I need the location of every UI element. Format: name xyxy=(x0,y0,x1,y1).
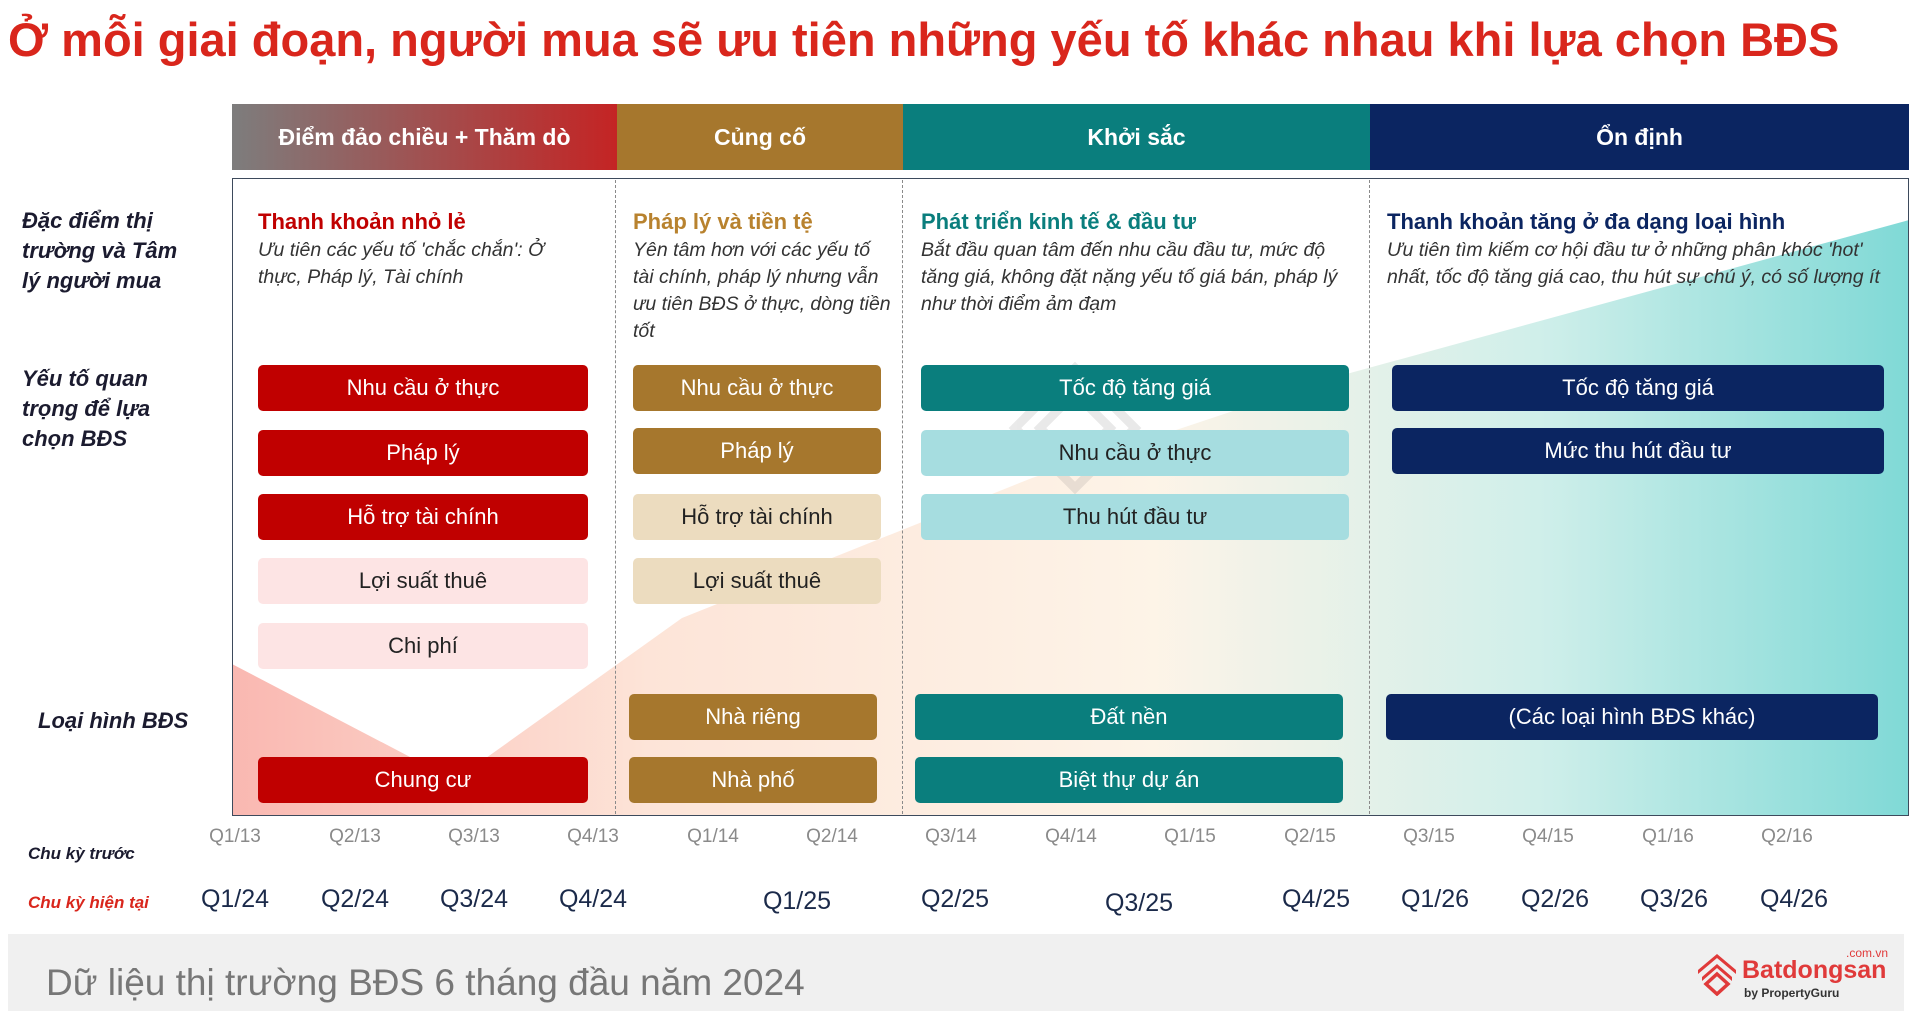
phase-stable: Ổn định xyxy=(1370,104,1909,170)
batdongsan-logo: .com.vn Batdongsan by PropertyGuru xyxy=(1694,946,1904,1002)
factor-pill: Nhu cầu ở thực xyxy=(633,365,881,411)
current-tick: Q3/25 xyxy=(1104,889,1174,917)
current-tick: Q1/26 xyxy=(1400,885,1470,913)
prev-tick: Q3/13 xyxy=(448,826,500,847)
phase-label: Ổn định xyxy=(1596,123,1683,150)
phase-label: Củng cố xyxy=(714,123,806,150)
factor-pill: Nhu cầu ở thực xyxy=(921,430,1349,476)
row-label-property-type: Loại hình BĐS xyxy=(38,708,189,733)
factor-pill: Pháp lý xyxy=(258,430,588,476)
logo-subtitle: by PropertyGuru xyxy=(1744,986,1840,1000)
factor-pill: Thu hút đầu tư xyxy=(921,494,1349,540)
row-label-market: Đặc điểm thị trường và Tâm lý người mua xyxy=(22,208,178,293)
stage-description: Bắt đầu quan tâm đến nhu cầu đầu tư, mức… xyxy=(921,239,1338,315)
footer-band xyxy=(8,934,1904,1011)
row-label-factors: Yếu tố quan trọng để lựa chọn BĐS xyxy=(22,366,151,451)
stage-divider xyxy=(902,180,903,814)
prev-tick: Q2/14 xyxy=(806,826,858,847)
current-tick: Q2/26 xyxy=(1520,885,1590,913)
footer-source-text: Dữ liệu thị trường BĐS 6 tháng đầu năm 2… xyxy=(46,962,805,1003)
current-tick: Q4/25 xyxy=(1281,885,1351,913)
logo-domain: .com.vn xyxy=(1846,946,1889,960)
factor-pill: Chi phí xyxy=(258,623,588,669)
stage-heading: Thanh khoản nhỏ lẻ xyxy=(258,209,466,234)
current-tick: Q3/24 xyxy=(439,885,509,913)
prev-tick: Q4/13 xyxy=(567,826,619,847)
factor-pill: Tốc độ tăng giá xyxy=(1392,365,1884,411)
phase-consolidation: Củng cố xyxy=(617,104,903,170)
current-tick: Q1/25 xyxy=(762,887,832,915)
current-tick: Q3/26 xyxy=(1639,885,1709,913)
property-type-pill: Chung cư xyxy=(258,757,588,803)
prev-tick: Q2/16 xyxy=(1761,826,1813,847)
property-type-pill: Đất nền xyxy=(915,694,1343,740)
phase-label: Điểm đảo chiều + Thăm dò xyxy=(278,123,571,150)
prev-tick: Q1/15 xyxy=(1164,826,1216,847)
current-tick: Q2/25 xyxy=(920,885,990,913)
current-tick: Q4/26 xyxy=(1759,885,1829,913)
stage-description: Ưu tiên các yếu tố 'chắc chắn': Ở thực, … xyxy=(258,239,544,288)
factor-pill: Lợi suất thuê xyxy=(633,558,881,604)
property-type-pill: Nhà riêng xyxy=(629,694,877,740)
stage-heading: Thanh khoản tăng ở đa dạng loại hình xyxy=(1387,209,1786,234)
logo-house-icon xyxy=(1698,954,1736,996)
stage-divider xyxy=(1369,180,1370,814)
prev-tick: Q2/13 xyxy=(329,826,381,847)
current-tick: Q4/24 xyxy=(558,885,628,913)
property-type-pill: Nhà phố xyxy=(629,757,877,803)
prev-tick: Q4/15 xyxy=(1522,826,1574,847)
stages-frame xyxy=(232,178,1909,816)
prev-tick: Q2/15 xyxy=(1284,826,1336,847)
stage-heading: Phát triển kinh tế & đầu tư xyxy=(921,209,1197,234)
prev-tick: Q1/14 xyxy=(687,826,739,847)
factor-pill: Hỗ trợ tài chính xyxy=(633,494,881,540)
property-type-pill: (Các loại hình BĐS khác) xyxy=(1386,694,1878,740)
prev-tick: Q4/14 xyxy=(1045,826,1097,847)
stage-heading: Pháp lý và tiền tệ xyxy=(633,209,813,234)
factor-pill: Lợi suất thuê xyxy=(258,558,588,604)
phase-recovery: Khởi sắc xyxy=(903,104,1370,170)
prev-tick: Q3/15 xyxy=(1403,826,1455,847)
stage-description: Yên tâm hơn với các yếu tố tài chính, ph… xyxy=(633,239,891,342)
factor-pill: Nhu cầu ở thực xyxy=(258,365,588,411)
logo-wordmark: Batdongsan xyxy=(1742,956,1887,984)
property-type-pill: Biệt thự dự án xyxy=(915,757,1343,803)
factor-pill: Pháp lý xyxy=(633,428,881,474)
current-cycle-label: Chu kỳ hiện tại xyxy=(28,893,149,912)
page-title: Ở mỗi giai đoạn, người mua sẽ ưu tiên nh… xyxy=(8,13,1840,66)
current-tick: Q1/24 xyxy=(200,885,270,913)
prev-cycle-label: Chu kỳ trước xyxy=(28,844,135,863)
factor-pill: Mức thu hút đầu tư xyxy=(1392,428,1884,474)
phase-reversal: Điểm đảo chiều + Thăm dò xyxy=(232,104,617,170)
factor-pill: Tốc độ tăng giá xyxy=(921,365,1349,411)
stage-description: Ưu tiên tìm kiếm cơ hội đầu tư ở những p… xyxy=(1387,239,1880,288)
prev-tick: Q1/16 xyxy=(1642,826,1694,847)
prev-tick: Q1/13 xyxy=(209,826,261,847)
prev-tick: Q3/14 xyxy=(925,826,977,847)
current-tick: Q2/24 xyxy=(320,885,390,913)
stage-divider xyxy=(615,180,616,814)
phase-label: Khởi sắc xyxy=(1087,123,1186,150)
factor-pill: Hỗ trợ tài chính xyxy=(258,494,588,540)
